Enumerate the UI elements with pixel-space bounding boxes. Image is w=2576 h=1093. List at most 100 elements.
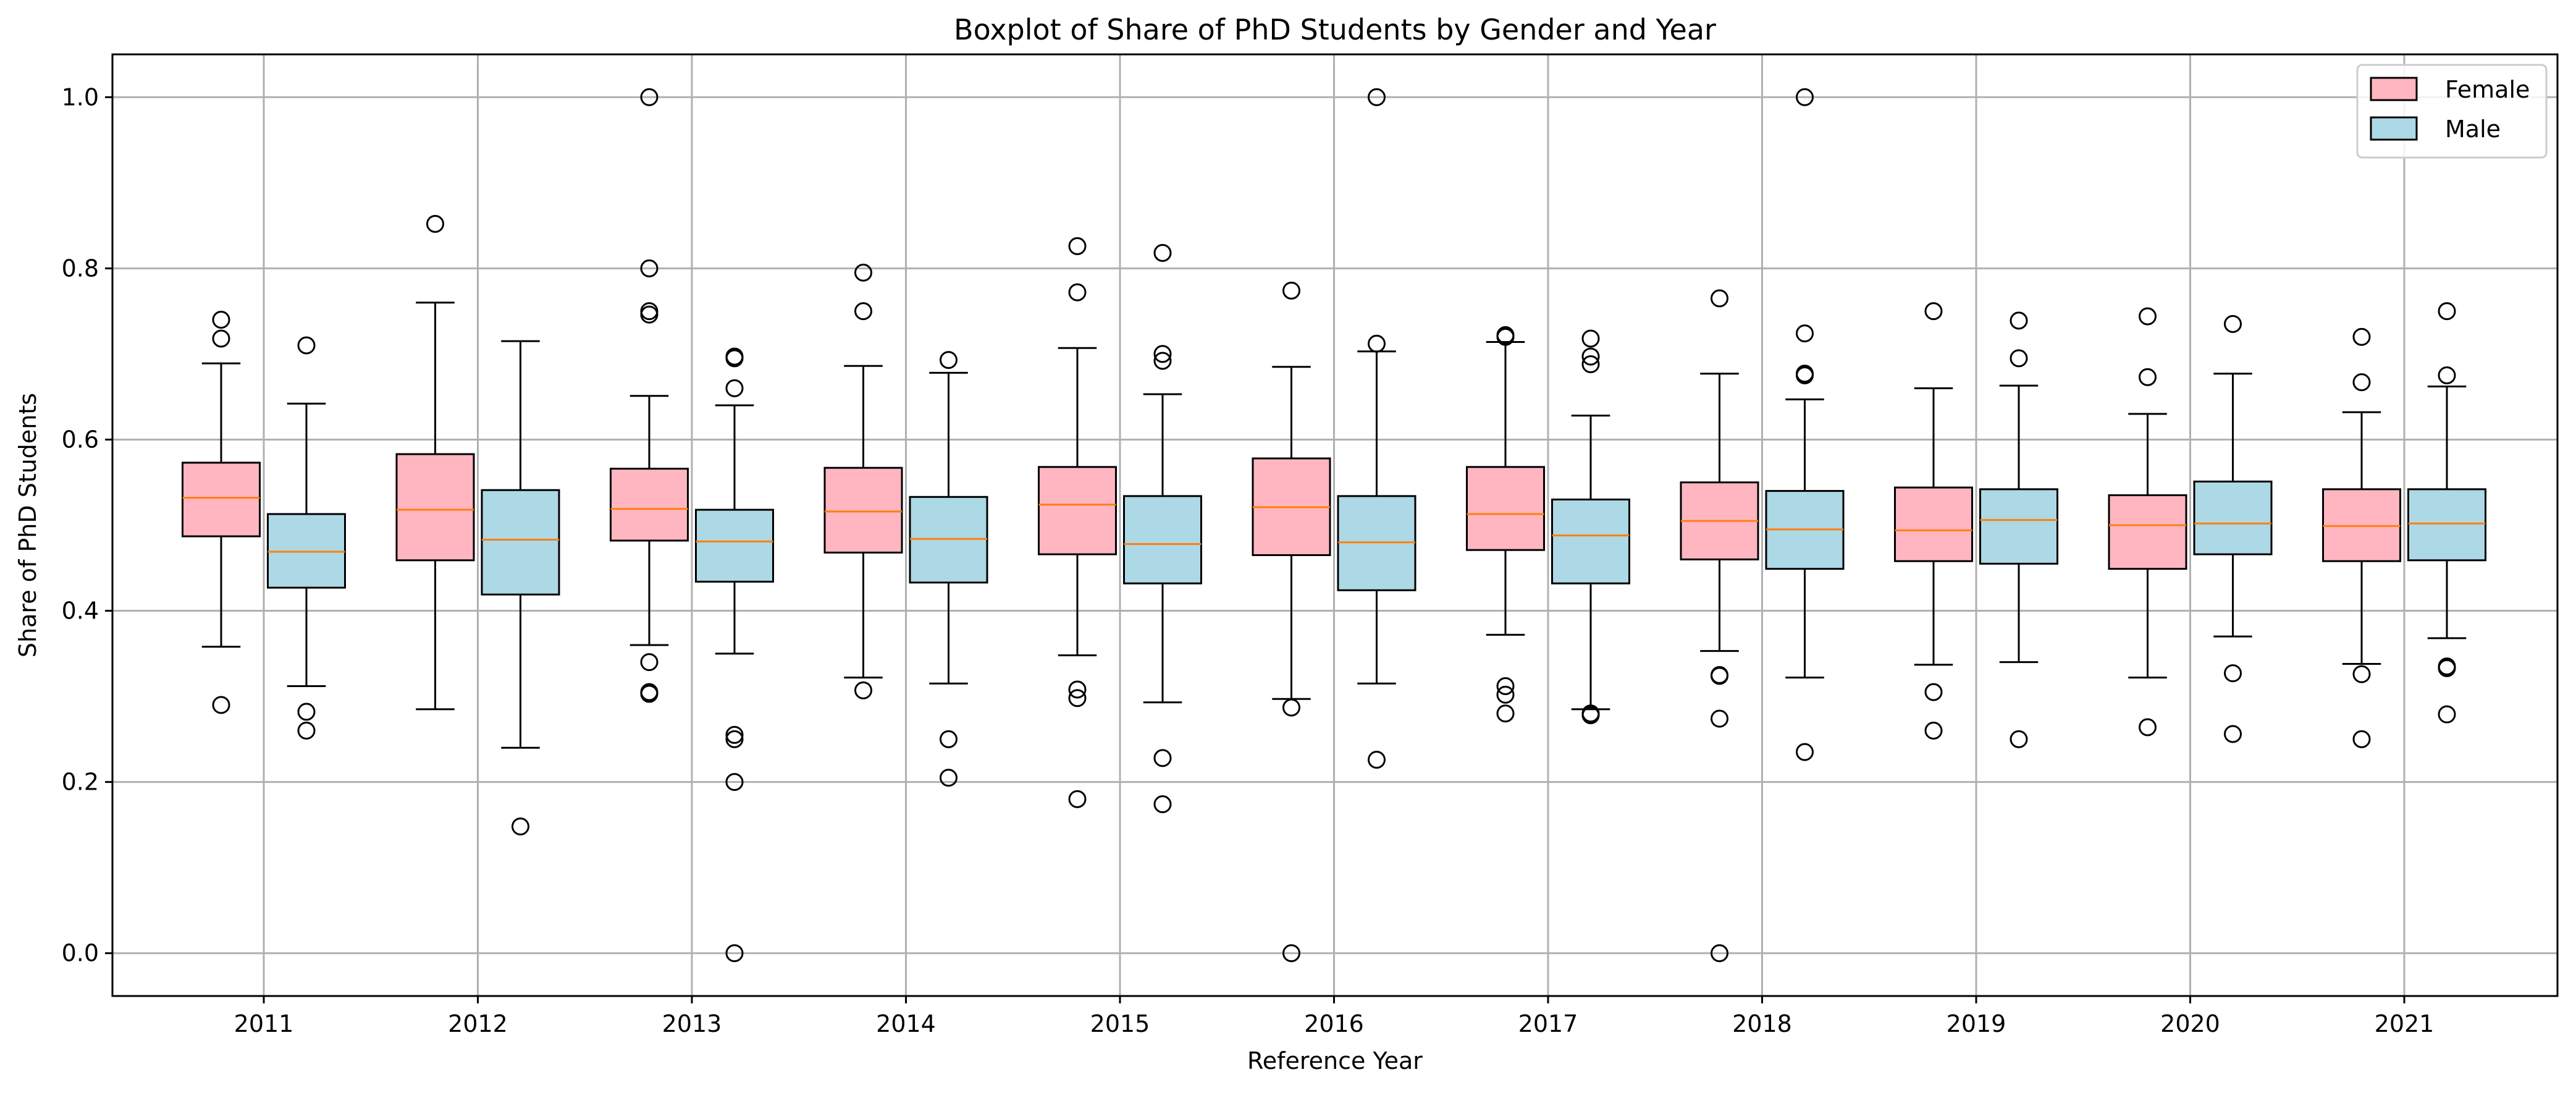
outlier-point xyxy=(1796,365,1814,383)
outlier-point xyxy=(1924,302,1943,321)
outlier-point xyxy=(1282,698,1300,717)
box-male-2012 xyxy=(481,340,560,836)
outlier-point xyxy=(1368,751,1386,769)
box-female-2019 xyxy=(1894,302,1973,740)
x-tick-label: 2013 xyxy=(662,1010,722,1037)
outlier-point xyxy=(1068,283,1087,302)
outlier-point xyxy=(1924,683,1943,701)
outlier-point xyxy=(2224,314,2242,333)
box-female-2011 xyxy=(182,310,261,714)
iqr-box xyxy=(1894,486,1973,562)
y-tick-label: 1.0 xyxy=(62,83,99,111)
outlier-point xyxy=(1711,944,1728,963)
x-axis-label: Reference Year xyxy=(1247,1047,1423,1074)
outlier-point xyxy=(1153,749,1172,767)
outlier-point xyxy=(2010,349,2028,368)
legend-label-male: Male xyxy=(2445,116,2501,143)
outlier-point xyxy=(1796,743,1814,761)
x-tick-label: 2016 xyxy=(1304,1010,1364,1037)
box-male-2013 xyxy=(695,347,774,963)
outlier-point xyxy=(725,944,744,963)
outlier-point xyxy=(1711,289,1728,308)
outlier-point xyxy=(2438,657,2456,676)
outlier-point xyxy=(1581,329,1600,348)
box-female-2015 xyxy=(1038,237,1117,808)
box-male-2021 xyxy=(2407,302,2486,724)
y-tick-label: 0.8 xyxy=(62,255,99,282)
x-tick-label: 2014 xyxy=(876,1010,936,1037)
box-female-2017 xyxy=(1466,326,1545,723)
outlier-point xyxy=(297,336,316,355)
outlier-point xyxy=(725,379,744,397)
outlier-point xyxy=(940,730,958,748)
legend: Female Male xyxy=(2356,64,2548,159)
outlier-point xyxy=(2438,366,2456,385)
outlier-point xyxy=(2352,665,2371,683)
outlier-point xyxy=(1153,352,1172,370)
iqr-box xyxy=(610,468,689,542)
outlier-point xyxy=(1068,237,1087,255)
iqr-box xyxy=(182,462,261,538)
outlier-point xyxy=(725,725,744,744)
outlier-point xyxy=(640,302,659,321)
box-male-2020 xyxy=(2193,314,2273,743)
outlier-point xyxy=(1496,677,1515,695)
box-female-2012 xyxy=(395,214,475,711)
outlier-point xyxy=(297,703,316,721)
chart-title: Boxplot of Share of PhD Students by Gend… xyxy=(954,13,1716,46)
box-female-2021 xyxy=(2322,327,2401,748)
outlier-point xyxy=(2139,307,2157,326)
box-female-2020 xyxy=(2108,307,2187,736)
outlier-point xyxy=(1496,326,1515,344)
y-tick-label: 0.2 xyxy=(62,769,99,796)
iqr-box xyxy=(1466,466,1545,551)
outlier-point xyxy=(1924,722,1943,740)
box-male-2014 xyxy=(909,351,988,787)
box-male-2018 xyxy=(1765,88,1845,761)
outlier-point xyxy=(212,696,230,714)
outlier-point xyxy=(1153,243,1172,262)
outlier-point xyxy=(725,730,744,748)
box-layer xyxy=(182,88,2486,963)
outlier-point xyxy=(1581,347,1600,366)
outlier-point xyxy=(1068,680,1087,699)
outlier-point xyxy=(854,681,872,699)
legend-label-female: Female xyxy=(2445,76,2530,103)
box-male-2019 xyxy=(1979,311,2058,748)
iqr-box xyxy=(2407,488,2486,562)
box-male-2017 xyxy=(1551,329,1630,725)
axes: 0.0 0.2 0.4 0.6 0.8 1.0 2011 2012 2013 2014 2015 20… xyxy=(62,83,2435,1037)
outlier-point xyxy=(1581,355,1600,374)
x-tick-label: 2015 xyxy=(1090,1010,1150,1037)
iqr-box xyxy=(1979,488,2058,565)
x-tick-label: 2019 xyxy=(1947,1010,2006,1037)
outlier-point xyxy=(1153,345,1172,363)
outlier-point xyxy=(640,653,659,672)
iqr-box xyxy=(1123,495,1202,584)
outlier-point xyxy=(1711,709,1728,728)
x-tick-label: 2017 xyxy=(1518,1010,1578,1037)
box-male-2011 xyxy=(267,336,346,740)
outlier-point xyxy=(2352,730,2371,748)
outlier-point xyxy=(1581,704,1600,723)
outlier-point xyxy=(2139,368,2157,386)
box-male-2015 xyxy=(1123,243,1202,814)
outlier-point xyxy=(1796,88,1814,106)
legend-swatch-male xyxy=(2370,116,2418,141)
outlier-point xyxy=(940,769,958,787)
x-tick-label: 2011 xyxy=(234,1010,294,1037)
iqr-box xyxy=(823,466,903,554)
x-tick-label: 2021 xyxy=(2375,1010,2435,1037)
legend-swatch-female xyxy=(2370,77,2418,101)
outlier-point xyxy=(2139,718,2157,736)
outlier-point xyxy=(2438,302,2456,321)
box-female-2018 xyxy=(1680,289,1759,963)
outlier-point xyxy=(511,817,529,836)
y-axis-label: Share of PhD Students xyxy=(14,393,41,657)
y-tick-label: 0.4 xyxy=(62,597,99,625)
box-female-2016 xyxy=(1252,281,1331,963)
outlier-point xyxy=(1496,704,1515,723)
outlier-point xyxy=(2438,705,2456,724)
iqr-box xyxy=(2193,480,2273,555)
